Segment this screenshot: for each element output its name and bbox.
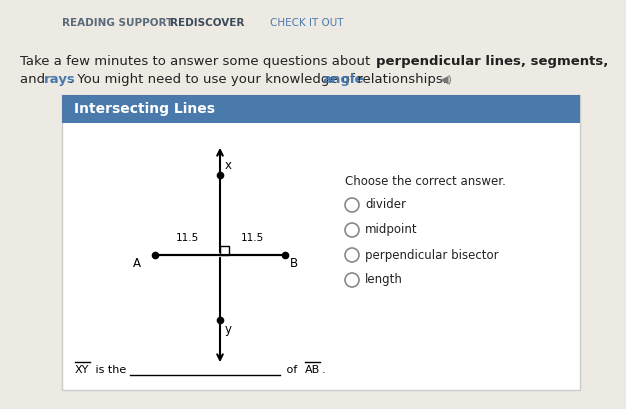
Text: ◀): ◀) <box>440 75 453 85</box>
Text: of: of <box>283 365 300 375</box>
Text: angle: angle <box>322 73 364 86</box>
Circle shape <box>345 198 359 212</box>
Bar <box>220 246 229 255</box>
Text: is the: is the <box>92 365 126 375</box>
Text: Choose the correct answer.: Choose the correct answer. <box>345 175 506 188</box>
Text: . You might need to use your knowledge of: . You might need to use your knowledge o… <box>69 73 359 86</box>
Text: A: A <box>133 257 141 270</box>
Text: AB: AB <box>305 365 321 375</box>
Text: x: x <box>225 159 232 172</box>
Text: relationships.: relationships. <box>353 73 447 86</box>
Bar <box>62 95 580 390</box>
Circle shape <box>345 223 359 237</box>
Text: rays: rays <box>44 73 76 86</box>
Text: REDISCOVER: REDISCOVER <box>170 18 244 28</box>
Text: and: and <box>20 73 49 86</box>
Text: midpoint: midpoint <box>365 223 418 236</box>
Text: B: B <box>290 257 298 270</box>
Text: divider: divider <box>365 198 406 211</box>
Text: perpendicular lines, segments,: perpendicular lines, segments, <box>376 55 608 68</box>
Text: CHECK IT OUT: CHECK IT OUT <box>270 18 344 28</box>
Text: y: y <box>225 323 232 336</box>
Text: perpendicular bisector: perpendicular bisector <box>365 249 499 261</box>
Circle shape <box>345 248 359 262</box>
Bar <box>62 95 580 123</box>
Text: Intersecting Lines: Intersecting Lines <box>74 102 215 116</box>
Circle shape <box>345 273 359 287</box>
Text: .: . <box>322 365 326 375</box>
Text: XY: XY <box>75 365 90 375</box>
Text: length: length <box>365 274 403 286</box>
Text: 11.5: 11.5 <box>241 233 264 243</box>
Text: 11.5: 11.5 <box>176 233 199 243</box>
Text: Take a few minutes to answer some questions about: Take a few minutes to answer some questi… <box>20 55 374 68</box>
Text: READING SUPPORT: READING SUPPORT <box>62 18 173 28</box>
